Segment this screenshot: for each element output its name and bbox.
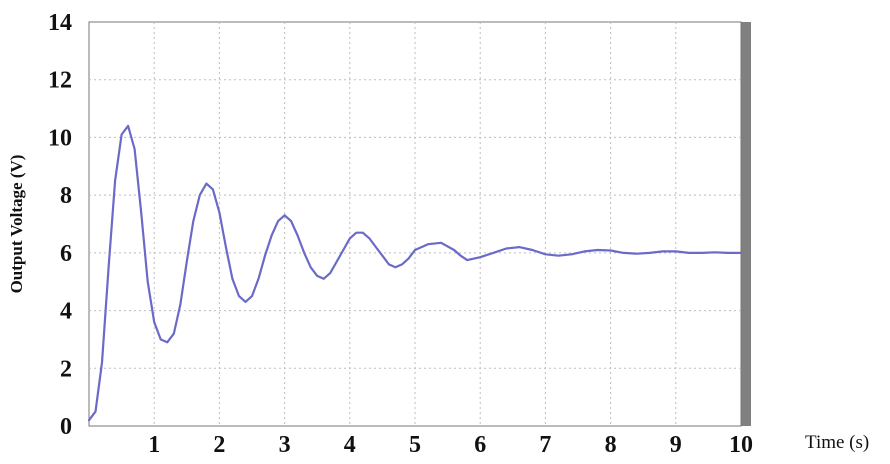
y-tick-label: 12 xyxy=(48,68,72,94)
y-tick-label: 8 xyxy=(60,183,72,209)
x-tick-label: 9 xyxy=(670,432,682,458)
x-tick-label: 7 xyxy=(539,432,551,458)
x-tick-label: 3 xyxy=(279,432,291,458)
x-tick-label: 1 xyxy=(148,432,160,458)
y-tick-label: 2 xyxy=(60,356,72,382)
x-tick-label: 10 xyxy=(729,432,753,458)
x-tick-label: 6 xyxy=(474,432,486,458)
x-tick-label: 4 xyxy=(344,432,356,458)
x-tick-label: 5 xyxy=(409,432,421,458)
y-tick-label: 10 xyxy=(48,125,72,151)
grid-lines xyxy=(89,22,741,426)
x-tick-labels: 1 2 3 4 5 6 7 8 9 10 xyxy=(148,432,753,458)
y-tick-labels: 0 2 4 6 8 10 12 14 xyxy=(48,10,72,440)
y-tick-label: 4 xyxy=(60,299,72,325)
y-tick-label: 14 xyxy=(48,10,72,36)
plot-frame-shadow xyxy=(741,22,751,426)
series-group xyxy=(87,124,743,422)
series-line-0 xyxy=(87,124,743,422)
x-axis-label: Time (s) xyxy=(805,432,869,453)
x-tick-label: 2 xyxy=(213,432,225,458)
y-axis-label: Output Voltage (V) xyxy=(7,155,26,294)
y-tick-label: 0 xyxy=(60,414,72,440)
y-tick-label: 6 xyxy=(60,241,72,267)
x-tick-label: 8 xyxy=(605,432,617,458)
